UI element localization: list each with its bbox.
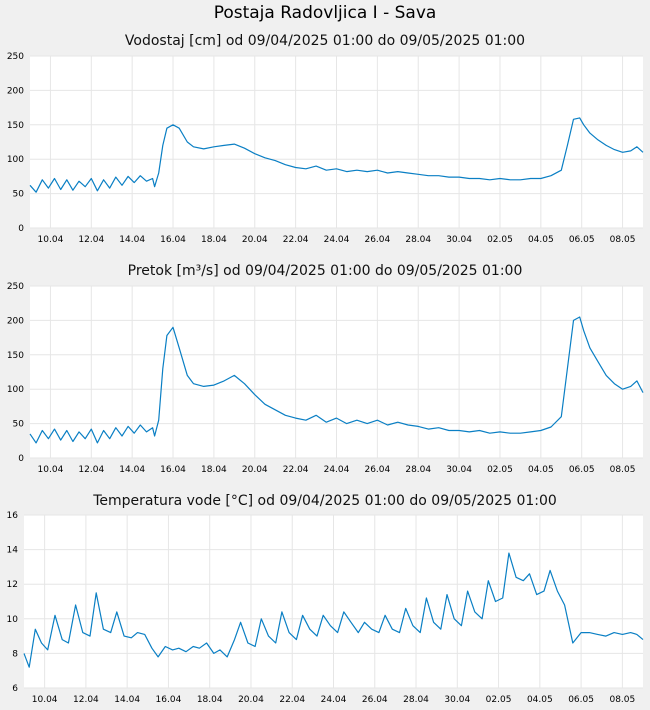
x-tick-label: 16.04 (156, 695, 182, 705)
y-tick-label: 50 (13, 420, 25, 430)
y-tick-label: 250 (7, 282, 24, 292)
x-tick-label: 14.04 (119, 465, 145, 475)
x-tick-label: 30.04 (444, 695, 470, 705)
x-tick-label: 26.04 (362, 695, 388, 705)
x-tick-label: 30.04 (446, 465, 472, 475)
x-tick-label: 16.04 (160, 465, 186, 475)
x-tick-label: 22.04 (283, 235, 309, 245)
x-tick-label: 24.04 (321, 695, 347, 705)
x-tick-label: 28.04 (403, 695, 429, 705)
y-tick-label: 200 (7, 316, 24, 326)
x-tick-label: 04.05 (528, 465, 554, 475)
x-tick-label: 06.05 (569, 465, 595, 475)
x-tick-label: 28.04 (405, 465, 431, 475)
y-tick-label: 10 (7, 615, 19, 625)
x-tick-label: 30.04 (446, 235, 472, 245)
x-tick-label: 04.05 (528, 235, 554, 245)
x-tick-label: 24.04 (324, 235, 350, 245)
y-tick-label: 14 (7, 546, 19, 556)
x-tick-label: 02.05 (487, 235, 513, 245)
x-tick-label: 22.04 (279, 695, 305, 705)
x-tick-label: 28.04 (405, 235, 431, 245)
x-tick-label: 22.04 (283, 465, 309, 475)
series-line (29, 316, 644, 444)
y-tick-label: 150 (7, 351, 24, 361)
x-tick-label: 08.05 (609, 695, 635, 705)
x-tick-label: 06.05 (569, 235, 595, 245)
x-tick-label: 10.04 (38, 235, 64, 245)
y-tick-label: 16 (7, 511, 19, 521)
x-tick-label: 02.05 (487, 465, 513, 475)
y-tick-label: 8 (12, 649, 18, 659)
y-tick-label: 0 (18, 454, 24, 464)
y-tick-label: 100 (7, 155, 24, 165)
chart-title: Vodostaj [cm] od 09/04/2025 01:00 do 09/… (125, 33, 525, 49)
x-tick-label: 20.04 (242, 235, 268, 245)
y-tick-label: 100 (7, 385, 24, 395)
x-tick-label: 24.04 (324, 465, 350, 475)
y-tick-label: 6 (12, 684, 18, 694)
x-tick-label: 18.04 (197, 695, 223, 705)
chart-3: Temperatura vode [°C] od 09/04/2025 01:0… (7, 493, 644, 705)
chart-title: Temperatura vode [°C] od 09/04/2025 01:0… (92, 493, 557, 509)
x-tick-label: 26.04 (364, 235, 390, 245)
y-tick-label: 150 (7, 121, 24, 131)
x-tick-label: 08.05 (610, 465, 636, 475)
y-tick-label: 12 (7, 580, 18, 590)
x-tick-label: 12.04 (78, 235, 104, 245)
y-tick-label: 0 (18, 224, 24, 234)
y-tick-label: 200 (7, 86, 24, 96)
x-tick-label: 02.05 (486, 695, 512, 705)
chart-title: Pretok [m³/s] od 09/04/2025 01:00 do 09/… (128, 263, 523, 279)
x-tick-label: 04.05 (527, 695, 553, 705)
series-line (29, 117, 644, 193)
y-tick-label: 50 (13, 190, 25, 200)
x-tick-label: 16.04 (160, 235, 186, 245)
chart-1: Vodostaj [cm] od 09/04/2025 01:00 do 09/… (7, 33, 644, 245)
x-tick-label: 06.05 (568, 695, 594, 705)
x-tick-label: 12.04 (73, 695, 99, 705)
x-tick-label: 14.04 (114, 695, 140, 705)
x-tick-label: 20.04 (242, 465, 268, 475)
x-tick-label: 12.04 (78, 465, 104, 475)
x-tick-label: 18.04 (201, 235, 227, 245)
x-tick-label: 10.04 (38, 465, 64, 475)
series-line (23, 552, 644, 668)
x-tick-label: 08.05 (610, 235, 636, 245)
x-tick-label: 18.04 (201, 465, 227, 475)
chart-2: Pretok [m³/s] od 09/04/2025 01:00 do 09/… (7, 263, 644, 475)
x-tick-label: 14.04 (119, 235, 145, 245)
y-tick-label: 250 (7, 52, 24, 62)
x-tick-label: 10.04 (32, 695, 58, 705)
x-tick-label: 26.04 (364, 465, 390, 475)
x-tick-label: 20.04 (238, 695, 264, 705)
station-title: Postaja Radovljica I - Sava (213, 3, 437, 23)
